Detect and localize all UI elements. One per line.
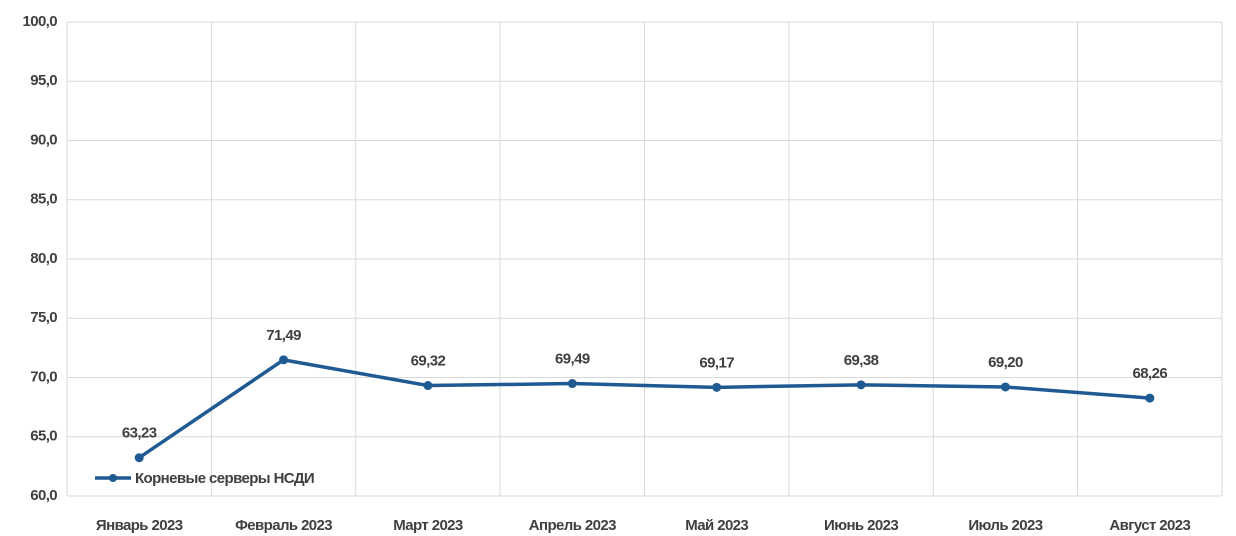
data-label: 69,49	[555, 351, 590, 368]
data-point	[712, 382, 722, 392]
data-point	[279, 355, 289, 365]
y-tick-label: 70,0	[30, 368, 57, 385]
y-tick-label: 85,0	[30, 191, 57, 208]
y-tick-label: 90,0	[30, 131, 57, 148]
data-point	[1145, 393, 1155, 403]
data-label: 69,20	[988, 354, 1023, 371]
x-tick-label: Март 2023	[393, 517, 463, 534]
series-line	[138, 358, 1150, 460]
data-point	[423, 381, 433, 391]
x-tick-label: Август 2023	[1109, 517, 1190, 534]
data-point	[1000, 382, 1010, 392]
data-label: 69,32	[411, 353, 446, 370]
y-tick-label: 75,0	[30, 309, 57, 326]
y-tick-label: 65,0	[30, 428, 57, 445]
data-point	[567, 379, 577, 389]
x-tick-label: Июнь 2023	[824, 517, 898, 534]
x-tick-label: Февраль 2023	[235, 517, 332, 534]
legend-label: Корневые серверы НСДИ	[135, 470, 314, 487]
data-label: 68,26	[1133, 365, 1168, 382]
data-point	[134, 453, 144, 463]
y-tick-label: 100,0	[22, 13, 57, 30]
y-tick-label: 60,0	[30, 487, 57, 504]
data-label: 71,49	[266, 327, 301, 344]
x-tick-label: Май 2023	[685, 517, 748, 534]
data-label: 69,38	[844, 352, 879, 369]
data-label: 69,17	[699, 354, 734, 371]
y-tick-label: 95,0	[30, 72, 57, 89]
legend-marker	[109, 474, 117, 482]
x-tick-label: Январь 2023	[96, 517, 183, 534]
data-label: 63,23	[122, 425, 157, 442]
y-tick-label: 80,0	[30, 250, 57, 267]
x-tick-label: Апрель 2023	[529, 517, 616, 534]
x-tick-label: Июль 2023	[968, 517, 1042, 534]
data-point	[856, 380, 866, 390]
